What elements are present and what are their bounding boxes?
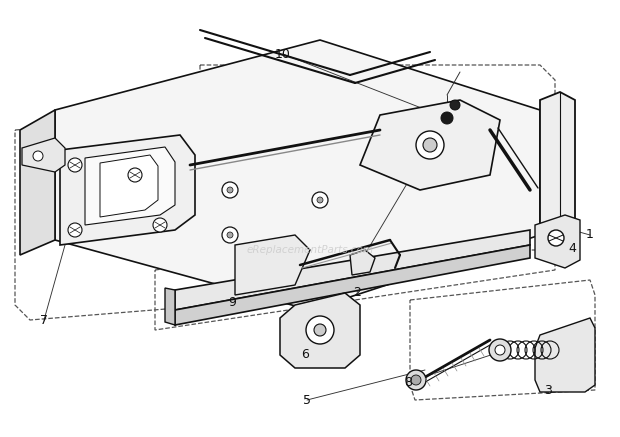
Text: 5: 5: [303, 393, 311, 406]
Polygon shape: [360, 100, 500, 190]
Text: 9: 9: [228, 296, 236, 309]
Text: 8: 8: [404, 375, 412, 388]
Circle shape: [423, 138, 437, 152]
Text: 2: 2: [353, 285, 361, 298]
Polygon shape: [55, 40, 540, 310]
Circle shape: [411, 375, 421, 385]
Polygon shape: [535, 215, 580, 268]
Polygon shape: [60, 135, 195, 245]
Circle shape: [306, 316, 334, 344]
Circle shape: [222, 182, 238, 198]
Polygon shape: [22, 138, 65, 172]
Circle shape: [450, 100, 460, 110]
Text: 7: 7: [40, 313, 48, 326]
Polygon shape: [540, 92, 575, 240]
Polygon shape: [235, 235, 310, 295]
Polygon shape: [20, 110, 55, 255]
Polygon shape: [85, 147, 175, 225]
Text: 3: 3: [544, 384, 552, 396]
Text: 1: 1: [586, 229, 594, 242]
Polygon shape: [100, 155, 158, 217]
Text: eReplacementParts.com: eReplacementParts.com: [246, 245, 374, 255]
Text: 4: 4: [568, 242, 576, 254]
Polygon shape: [535, 318, 595, 392]
Circle shape: [227, 232, 233, 238]
Polygon shape: [175, 245, 530, 325]
Circle shape: [314, 324, 326, 336]
Circle shape: [312, 192, 328, 208]
Circle shape: [68, 158, 82, 172]
Polygon shape: [165, 288, 175, 325]
Text: 10: 10: [275, 48, 291, 60]
Text: 6: 6: [301, 348, 309, 361]
Circle shape: [489, 339, 511, 361]
Polygon shape: [280, 293, 360, 368]
Polygon shape: [350, 250, 375, 275]
Circle shape: [317, 197, 323, 203]
Circle shape: [128, 168, 142, 182]
Circle shape: [495, 345, 505, 355]
Circle shape: [441, 112, 453, 124]
Circle shape: [406, 370, 426, 390]
Circle shape: [227, 187, 233, 193]
Circle shape: [153, 218, 167, 232]
Polygon shape: [175, 230, 530, 310]
Circle shape: [33, 151, 43, 161]
Circle shape: [222, 227, 238, 243]
Circle shape: [416, 131, 444, 159]
Circle shape: [68, 223, 82, 237]
Circle shape: [548, 230, 564, 246]
